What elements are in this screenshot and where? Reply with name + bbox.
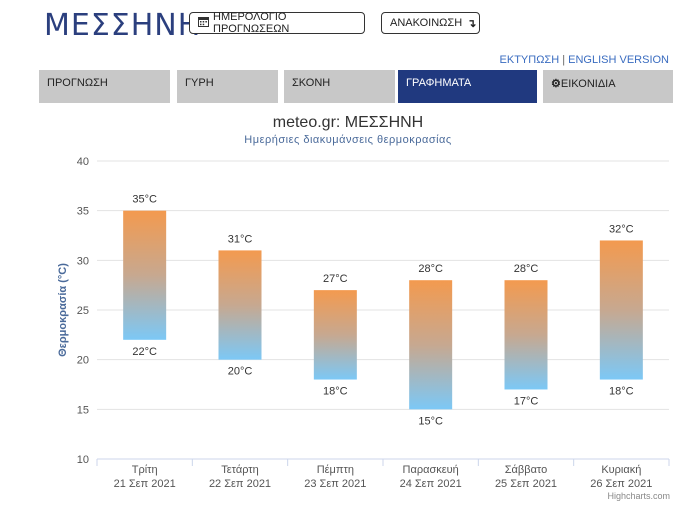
tab-dust[interactable]: ΣΚΟΝΗ	[284, 70, 395, 103]
low-temp-label: 22°C	[132, 346, 157, 358]
link-separator: |	[562, 54, 566, 66]
highcharts-credits[interactable]: Highcharts.com	[607, 491, 670, 501]
gear-icon: ⚙	[551, 78, 561, 90]
high-temp-label: 28°C	[418, 263, 443, 275]
low-temp-label: 20°C	[228, 366, 253, 378]
tab-charts[interactable]: ΓΡΑΦΗΜΑΤΑ	[398, 70, 537, 103]
high-temp-label: 27°C	[323, 273, 348, 285]
tab-forecast[interactable]: ΠΡΟΓΝΩΣΗ	[39, 70, 170, 103]
print-link[interactable]: ΕΚΤΥΠΩΣΗ	[499, 54, 560, 66]
x-tick-day: Παρασκευή	[403, 464, 459, 476]
x-tick-day: Τρίτη	[132, 464, 158, 476]
y-tick-label: 30	[77, 255, 89, 267]
temperature-bar[interactable]	[123, 210, 167, 340]
temperature-bar[interactable]	[504, 280, 548, 390]
y-tick-label: 10	[77, 454, 89, 466]
y-tick-label: 15	[77, 404, 89, 416]
forecast-calendar-button[interactable]: ΗΜΕΡΟΛΟΓΙΟ ΠΡΟΓΝΩΣΕΩΝ	[189, 11, 365, 35]
x-tick-date: 23 Σεπ 2021	[304, 478, 366, 490]
arrow-return-icon: ↴	[467, 17, 477, 30]
tab-label: ΠΡΟΓΝΩΣΗ	[47, 77, 108, 89]
tab-label: ΓΥΡΗ	[185, 77, 214, 89]
y-tick-label: 25	[77, 305, 89, 317]
x-tick-day: Κυριακή	[601, 464, 641, 476]
x-tick-day: Τετάρτη	[221, 464, 259, 476]
y-axis-label: Θερμοκρασία (°C)	[57, 263, 69, 357]
forecast-calendar-label: ΗΜΕΡΟΛΟΓΙΟ ΠΡΟΓΝΩΣΕΩΝ	[213, 11, 290, 35]
tab-label: ΓΡΑΦΗΜΑΤΑ	[406, 77, 472, 89]
high-temp-label: 28°C	[514, 263, 539, 275]
low-temp-label: 18°C	[323, 386, 348, 398]
y-tick-label: 35	[77, 206, 89, 218]
tab-pollen[interactable]: ΓΥΡΗ	[177, 70, 278, 103]
x-tick-day: Πέμπτη	[317, 464, 354, 476]
x-tick-day: Σάββατο	[505, 464, 547, 476]
announcement-label: ΑΝΑΚΟΙΝΩΣΗ	[390, 17, 463, 29]
announcement-button[interactable]: ΑΝΑΚΟΙΝΩΣΗ ↴	[381, 12, 480, 34]
tab-icons[interactable]: ⚙ΕΙΚΟΝΙΔΙΑ	[543, 70, 673, 103]
high-temp-label: 32°C	[609, 223, 634, 235]
x-tick-date: 21 Σεπ 2021	[114, 478, 176, 490]
low-temp-label: 15°C	[418, 415, 443, 427]
temperature-bar[interactable]	[599, 240, 643, 380]
temperature-bar[interactable]	[218, 250, 262, 360]
chart-subtitle: Ημερήσιες διακυμάνσεις θερμοκρασίας	[244, 134, 452, 146]
calendar-icon	[198, 16, 209, 30]
y-tick-label: 40	[77, 156, 89, 168]
chart-title: meteo.gr: ΜΕΣΣΗΝΗ	[272, 114, 424, 131]
low-temp-label: 18°C	[609, 386, 634, 398]
high-temp-label: 35°C	[132, 194, 157, 206]
temperature-bar[interactable]	[313, 290, 357, 380]
high-temp-label: 31°C	[228, 233, 253, 245]
x-tick-date: 26 Σεπ 2021	[590, 478, 652, 490]
tab-label: ΕΙΚΟΝΙΔΙΑ	[560, 78, 616, 90]
header-links: ΕΚΤΥΠΩΣΗ | ENGLISH VERSION	[500, 54, 669, 66]
temperature-bar[interactable]	[409, 280, 453, 410]
y-tick-label: 20	[77, 355, 89, 367]
x-tick-date: 24 Σεπ 2021	[400, 478, 462, 490]
low-temp-label: 17°C	[514, 395, 539, 407]
x-tick-date: 22 Σεπ 2021	[209, 478, 271, 490]
tab-label: ΣΚΟΝΗ	[292, 77, 331, 89]
site-title[interactable]: ΜΕΣΣΗΝΗ	[44, 8, 202, 43]
x-tick-date: 25 Σεπ 2021	[495, 478, 557, 490]
english-version-link[interactable]: ENGLISH VERSION	[568, 54, 669, 66]
